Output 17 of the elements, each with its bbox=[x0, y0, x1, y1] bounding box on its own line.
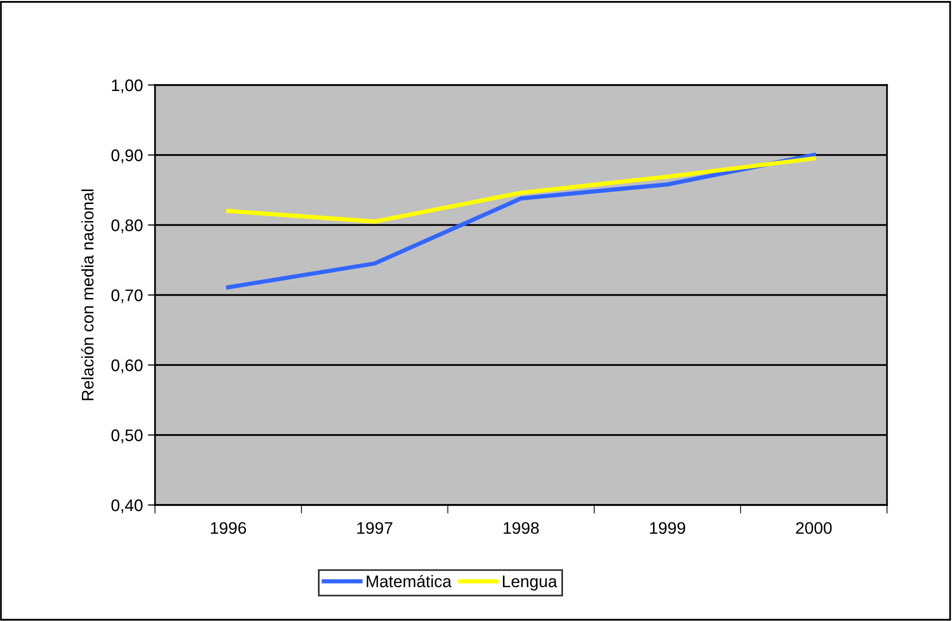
y-tick-label: 0,60 bbox=[111, 359, 143, 374]
y-tick-label: 0,40 bbox=[111, 499, 143, 514]
y-tick-label: 0,70 bbox=[111, 289, 143, 304]
y-tick-label: 0,90 bbox=[111, 149, 143, 164]
x-tick-label: 1996 bbox=[210, 522, 246, 534]
legend-label: Matemática bbox=[366, 574, 452, 588]
x-tick-label: 2000 bbox=[796, 522, 832, 534]
legend-label: Lengua bbox=[502, 576, 558, 591]
line-series bbox=[226, 152, 816, 290]
y-axis-title: Relación con media nacional bbox=[81, 190, 94, 400]
x-tick-label: 1999 bbox=[650, 522, 686, 534]
x-tick-label: 1998 bbox=[504, 522, 539, 534]
y-tick-label: 0,80 bbox=[111, 219, 143, 234]
y-tick-label: 1,00 bbox=[112, 79, 143, 94]
y-tick-label: 0,50 bbox=[111, 429, 143, 444]
x-tick-label: 1997 bbox=[357, 522, 392, 534]
line-series bbox=[226, 156, 816, 224]
